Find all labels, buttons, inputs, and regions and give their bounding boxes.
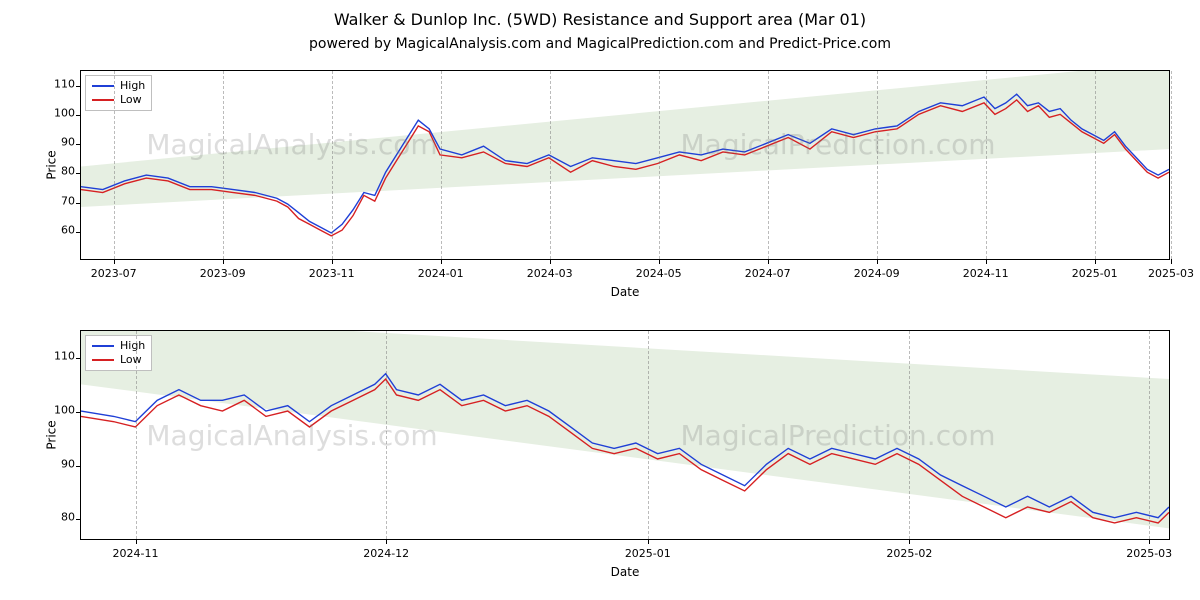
y-tick-label: 80 [61,165,75,178]
x-tick-label: 2024-01 [418,267,464,280]
legend-row-low: Low [92,353,145,367]
legend-swatch-high [92,85,114,87]
bottom-price-chart: Price Date High Low MagicalAnalysis.com … [80,330,1170,540]
x-tick-label: 2025-03 [1126,547,1172,560]
top-chart-legend: High Low [85,75,152,111]
top-chart-xlabel: Date [611,285,640,299]
y-tick-label: 110 [54,77,75,90]
legend-swatch-low [92,99,114,101]
x-tick-label: 2023-07 [91,267,137,280]
top-chart-svg [81,71,1169,259]
legend-label-low: Low [120,353,142,367]
bottom-chart-xlabel: Date [611,565,640,579]
x-tick-label: 2024-07 [745,267,791,280]
x-tick-label: 2023-11 [309,267,355,280]
legend-label-high: High [120,79,145,93]
legend-swatch-high [92,345,114,347]
x-tick-label: 2024-11 [113,547,159,560]
y-tick-label: 80 [61,511,75,524]
y-tick-label: 110 [54,349,75,362]
chart-subtitle: powered by MagicalAnalysis.com and Magic… [0,36,1200,52]
bottom-chart-ylabel: Price [45,420,59,449]
top-chart-ylabel: Price [45,150,59,179]
bottom-chart-svg [81,331,1169,539]
chart-page: Walker & Dunlop Inc. (5WD) Resistance an… [0,0,1200,600]
x-tick-label: 2024-05 [636,267,682,280]
legend-swatch-low [92,359,114,361]
legend-row-high: High [92,79,145,93]
x-tick-label: 2024-09 [854,267,900,280]
chart-title: Walker & Dunlop Inc. (5WD) Resistance an… [0,10,1200,29]
bottom-chart-legend: High Low [85,335,152,371]
x-tick-label: 2024-11 [963,267,1009,280]
top-price-chart: Price Date High Low MagicalAnalysis.com … [80,70,1170,260]
y-tick-label: 60 [61,223,75,236]
legend-row-low: Low [92,93,145,107]
y-tick-label: 90 [61,457,75,470]
y-tick-label: 90 [61,136,75,149]
y-tick-label: 70 [61,194,75,207]
legend-row-high: High [92,339,145,353]
x-tick-label: 2025-02 [886,547,932,560]
x-tick-label: 2024-03 [527,267,573,280]
legend-label-low: Low [120,93,142,107]
legend-label-high: High [120,339,145,353]
x-tick-label: 2023-09 [200,267,246,280]
y-tick-label: 100 [54,106,75,119]
x-tick-label: 2025-01 [1072,267,1118,280]
y-tick-label: 100 [54,403,75,416]
x-tick-label: 2025-01 [625,547,671,560]
x-tick-label: 2024-12 [363,547,409,560]
x-tick-label: 2025-03 [1148,267,1194,280]
